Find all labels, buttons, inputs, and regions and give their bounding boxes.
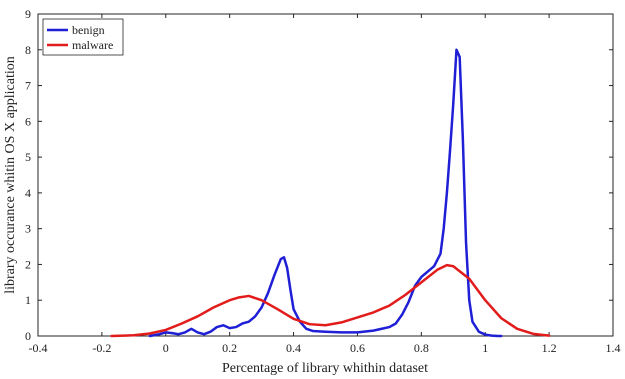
series-lines: [110, 48, 551, 338]
y-tick-label: 8: [25, 43, 31, 57]
x-tick-label: 0.4: [286, 341, 301, 355]
x-axis-label: Percentage of library whithin dataset: [222, 361, 428, 376]
x-tick-label: -0.4: [29, 341, 48, 355]
y-tick-label: 9: [25, 7, 31, 21]
legend-label-malware: malware: [72, 38, 113, 52]
legend-label-benign: benign: [72, 23, 105, 37]
y-tick-label: 2: [25, 257, 31, 271]
x-tick-label: 0.2: [222, 341, 237, 355]
x-tick-label: 0: [163, 341, 169, 355]
y-tick-label: 5: [25, 150, 31, 164]
x-tick-label: 1: [482, 341, 488, 355]
y-tick-label: 3: [25, 222, 31, 236]
legend: benign malware: [42, 18, 124, 56]
y-tick-label: 0: [25, 329, 31, 343]
y-tick-label: 6: [25, 114, 31, 128]
x-tick-label: -0.2: [92, 341, 111, 355]
y-tick-label: 1: [25, 293, 31, 307]
y-axis-label: library occurance whitin OS X applicatio…: [3, 56, 18, 294]
plot-area: [37, 13, 614, 337]
legend-box: [42, 18, 124, 56]
y-tick-label: 7: [25, 79, 31, 93]
axis-tick-labels: -0.4 -0.2 0 0.2 0.4 0.6 0.8 1 1.2 1.4 0 1 2 3 4 5 6 7 8 9: [25, 7, 621, 355]
series-line-benign: [148, 48, 503, 338]
series-line-malware: [110, 263, 551, 338]
y-tick-label: 4: [25, 186, 31, 200]
x-tick-label: 1.2: [542, 341, 557, 355]
x-tick-label: 0.8: [414, 341, 429, 355]
x-tick-label: 1.4: [606, 341, 621, 355]
x-tick-label: 0.6: [350, 341, 365, 355]
axis-ticks: [37, 13, 614, 337]
